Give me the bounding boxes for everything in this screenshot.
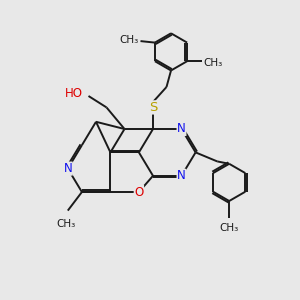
Text: N: N (177, 122, 186, 136)
Text: CH₃: CH₃ (220, 223, 239, 233)
Text: S: S (149, 101, 157, 114)
Text: O: O (134, 185, 143, 199)
Text: N: N (63, 162, 72, 175)
Text: CH₃: CH₃ (57, 219, 76, 229)
Text: CH₃: CH₃ (203, 58, 222, 68)
Text: CH₃: CH₃ (120, 34, 139, 45)
Text: HO: HO (64, 86, 82, 100)
Text: N: N (177, 169, 186, 182)
